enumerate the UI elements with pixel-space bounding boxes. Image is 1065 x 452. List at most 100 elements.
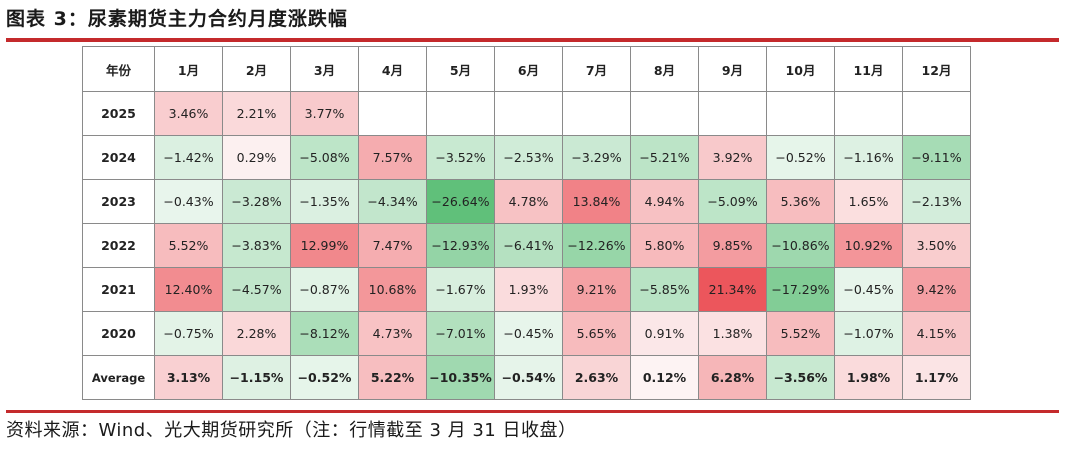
heat-cell: −2.13% [902, 179, 971, 224]
row-label: 2022 [82, 223, 155, 268]
corner-label: 年份 [82, 46, 155, 92]
heat-cell [358, 91, 427, 136]
heat-cell: −5.09% [698, 179, 767, 224]
heat-cell: −17.29% [766, 267, 835, 312]
row-label: 2023 [82, 179, 155, 224]
heat-cell: 1.17% [902, 355, 971, 400]
heat-cell: −0.45% [494, 311, 563, 356]
heat-cell: 12.40% [154, 267, 223, 312]
heat-cell [766, 91, 835, 136]
heat-cell [902, 91, 971, 136]
bottom-rule [6, 410, 1059, 413]
heat-cell: −26.64% [426, 179, 495, 224]
heat-cell: 7.47% [358, 223, 427, 268]
heat-cell: 9.21% [562, 267, 631, 312]
column-header: 12月 [902, 46, 971, 92]
row-label: Average [82, 355, 155, 400]
heat-cell: 3.13% [154, 355, 223, 400]
header-row: 年份 1月 2月 3月 4月 5月 6月 7月 8月 9月 10月 11月 12月 [82, 46, 971, 92]
heat-cell: −1.16% [834, 135, 903, 180]
heat-cell: −1.42% [154, 135, 223, 180]
heat-cell: −2.53% [494, 135, 563, 180]
column-header: 3月 [290, 46, 359, 92]
heat-cell: 0.12% [630, 355, 699, 400]
heat-cell: 21.34% [698, 267, 767, 312]
heat-cell: 4.73% [358, 311, 427, 356]
heat-cell [834, 91, 903, 136]
column-header: 4月 [358, 46, 427, 92]
heat-cell: 1.65% [834, 179, 903, 224]
heat-cell: −4.34% [358, 179, 427, 224]
heat-cell: −5.08% [290, 135, 359, 180]
heat-cell [562, 91, 631, 136]
column-header: 7月 [562, 46, 631, 92]
row-label: 2021 [82, 267, 155, 312]
heat-cell: 7.57% [358, 135, 427, 180]
heat-cell: −3.29% [562, 135, 631, 180]
table-row: 2021 12.40% −4.57% −0.87% 10.68% −1.67% 1.93% 9… [82, 267, 971, 312]
column-header: 8月 [630, 46, 699, 92]
heat-cell: −8.12% [290, 311, 359, 356]
heat-cell: 2.28% [222, 311, 291, 356]
heat-cell: 10.68% [358, 267, 427, 312]
heat-cell: 5.52% [154, 223, 223, 268]
heat-cell [426, 91, 495, 136]
table-row: 2022 5.52% −3.83% 12.99% 7.47% −12.93% −6.41% −… [82, 223, 971, 268]
heat-cell: 2.63% [562, 355, 631, 400]
chart-title: 图表 3：尿素期货主力合约月度涨跌幅 [6, 8, 348, 30]
heat-cell: −3.52% [426, 135, 495, 180]
table-row: 2024 −1.42% 0.29% −5.08% 7.57% −3.52% −2.53% −3… [82, 135, 971, 180]
column-header: 2月 [222, 46, 291, 92]
heat-cell: −0.75% [154, 311, 223, 356]
heat-cell: −0.54% [494, 355, 563, 400]
heat-cell: 5.36% [766, 179, 835, 224]
heat-cell: 9.42% [902, 267, 971, 312]
heat-cell: −4.57% [222, 267, 291, 312]
heat-cell: 3.92% [698, 135, 767, 180]
heat-cell: 5.80% [630, 223, 699, 268]
heat-cell: −12.26% [562, 223, 631, 268]
heat-cell: 5.65% [562, 311, 631, 356]
heat-cell: 4.94% [630, 179, 699, 224]
row-label: 2024 [82, 135, 155, 180]
heat-cell: 4.78% [494, 179, 563, 224]
row-label: 2020 [82, 311, 155, 356]
column-header: 10月 [766, 46, 835, 92]
heat-cell: −3.83% [222, 223, 291, 268]
heat-cell [698, 91, 767, 136]
column-header: 9月 [698, 46, 767, 92]
heat-cell: −1.07% [834, 311, 903, 356]
heat-cell: −6.41% [494, 223, 563, 268]
heat-cell: 1.93% [494, 267, 563, 312]
table-row: 2023 −0.43% −3.28% −1.35% −4.34% −26.64% 4.78%… [82, 179, 971, 224]
heat-cell: 1.98% [834, 355, 903, 400]
heat-cell: −0.43% [154, 179, 223, 224]
heat-cell: −1.15% [222, 355, 291, 400]
heat-cell: −10.86% [766, 223, 835, 268]
heat-cell: −3.56% [766, 355, 835, 400]
heat-cell: −10.35% [426, 355, 495, 400]
heatmap-table: 年份 1月 2月 3月 4月 5月 6月 7月 8月 9月 10月 11月 12月 2025 3.46%… [82, 46, 971, 400]
heat-cell: −1.35% [290, 179, 359, 224]
heat-cell: −3.28% [222, 179, 291, 224]
heat-cell: 1.38% [698, 311, 767, 356]
heat-cell: 0.91% [630, 311, 699, 356]
heat-cell: 13.84% [562, 179, 631, 224]
heat-cell: −5.85% [630, 267, 699, 312]
heat-cell: 0.29% [222, 135, 291, 180]
table-row: 2025 3.46% 2.21% 3.77% [82, 91, 971, 136]
source-note: 资料来源：Wind、光大期货研究所（注：行情截至 3 月 31 日收盘） [6, 420, 577, 441]
heat-cell: −12.93% [426, 223, 495, 268]
heat-cell: 6.28% [698, 355, 767, 400]
heat-cell: 5.22% [358, 355, 427, 400]
heat-cell: 3.46% [154, 91, 223, 136]
top-rule [6, 38, 1059, 42]
heat-cell: −7.01% [426, 311, 495, 356]
column-header: 1月 [154, 46, 223, 92]
heat-cell: 2.21% [222, 91, 291, 136]
heat-cell [494, 91, 563, 136]
heat-cell: 10.92% [834, 223, 903, 268]
heat-cell: −1.67% [426, 267, 495, 312]
heat-cell: 9.85% [698, 223, 767, 268]
table-row: 2020 −0.75% 2.28% −8.12% 4.73% −7.01% −0.45% 5.… [82, 311, 971, 356]
